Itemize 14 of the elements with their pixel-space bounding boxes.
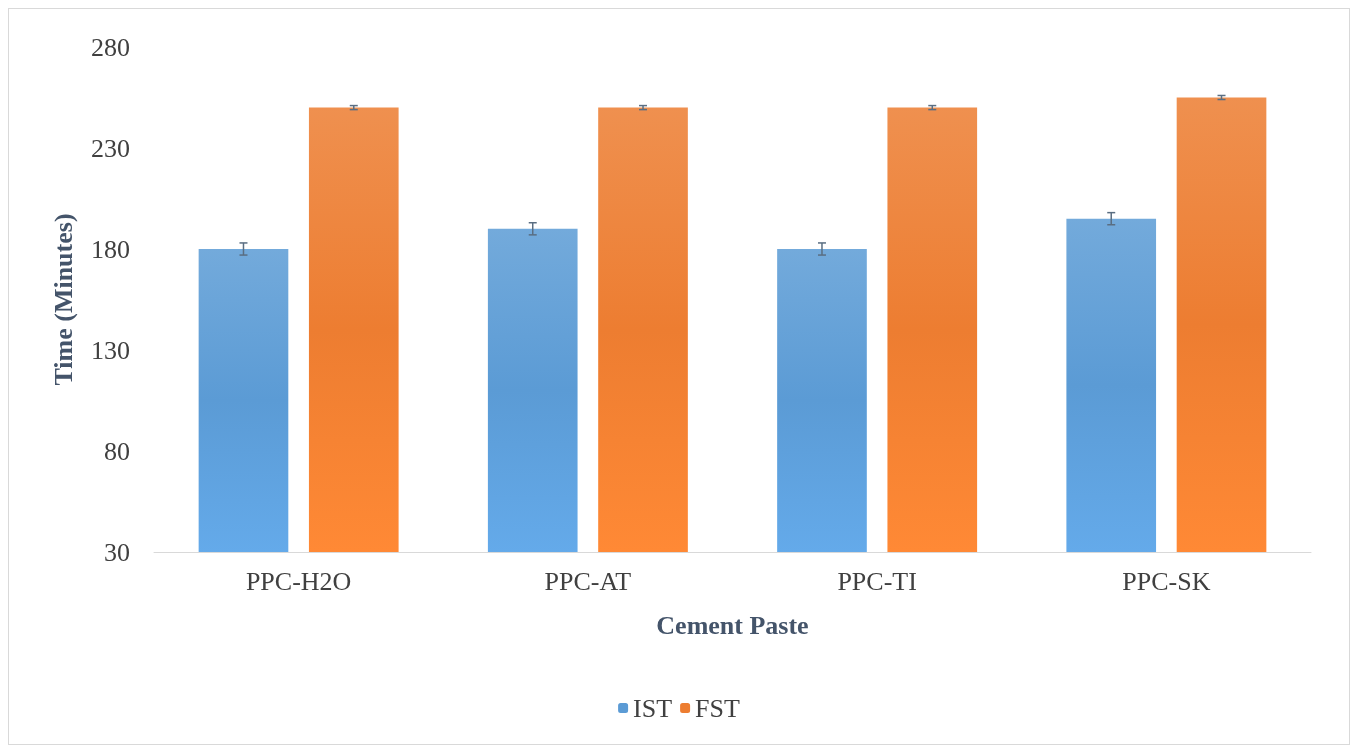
y-tick-label: 80: [104, 436, 130, 466]
x-tick-label: PPC-TI: [837, 566, 917, 596]
y-axis-title: Time (Minutes): [48, 213, 78, 386]
x-axis-title: Cement Paste: [656, 610, 809, 640]
y-tick-label: 280: [91, 32, 130, 62]
legend-label: IST: [633, 693, 673, 723]
x-tick-label: PPC-H2O: [245, 566, 352, 596]
legend-label: FST: [695, 693, 741, 723]
y-tick-label: 180: [91, 234, 130, 264]
x-tick-label: PPC-SK: [1122, 566, 1211, 596]
y-tick-label: 130: [91, 335, 130, 365]
y-tick-label: 30: [104, 537, 130, 567]
x-tick-label: PPC-AT: [544, 566, 632, 596]
y-tick-label: 230: [91, 133, 130, 163]
